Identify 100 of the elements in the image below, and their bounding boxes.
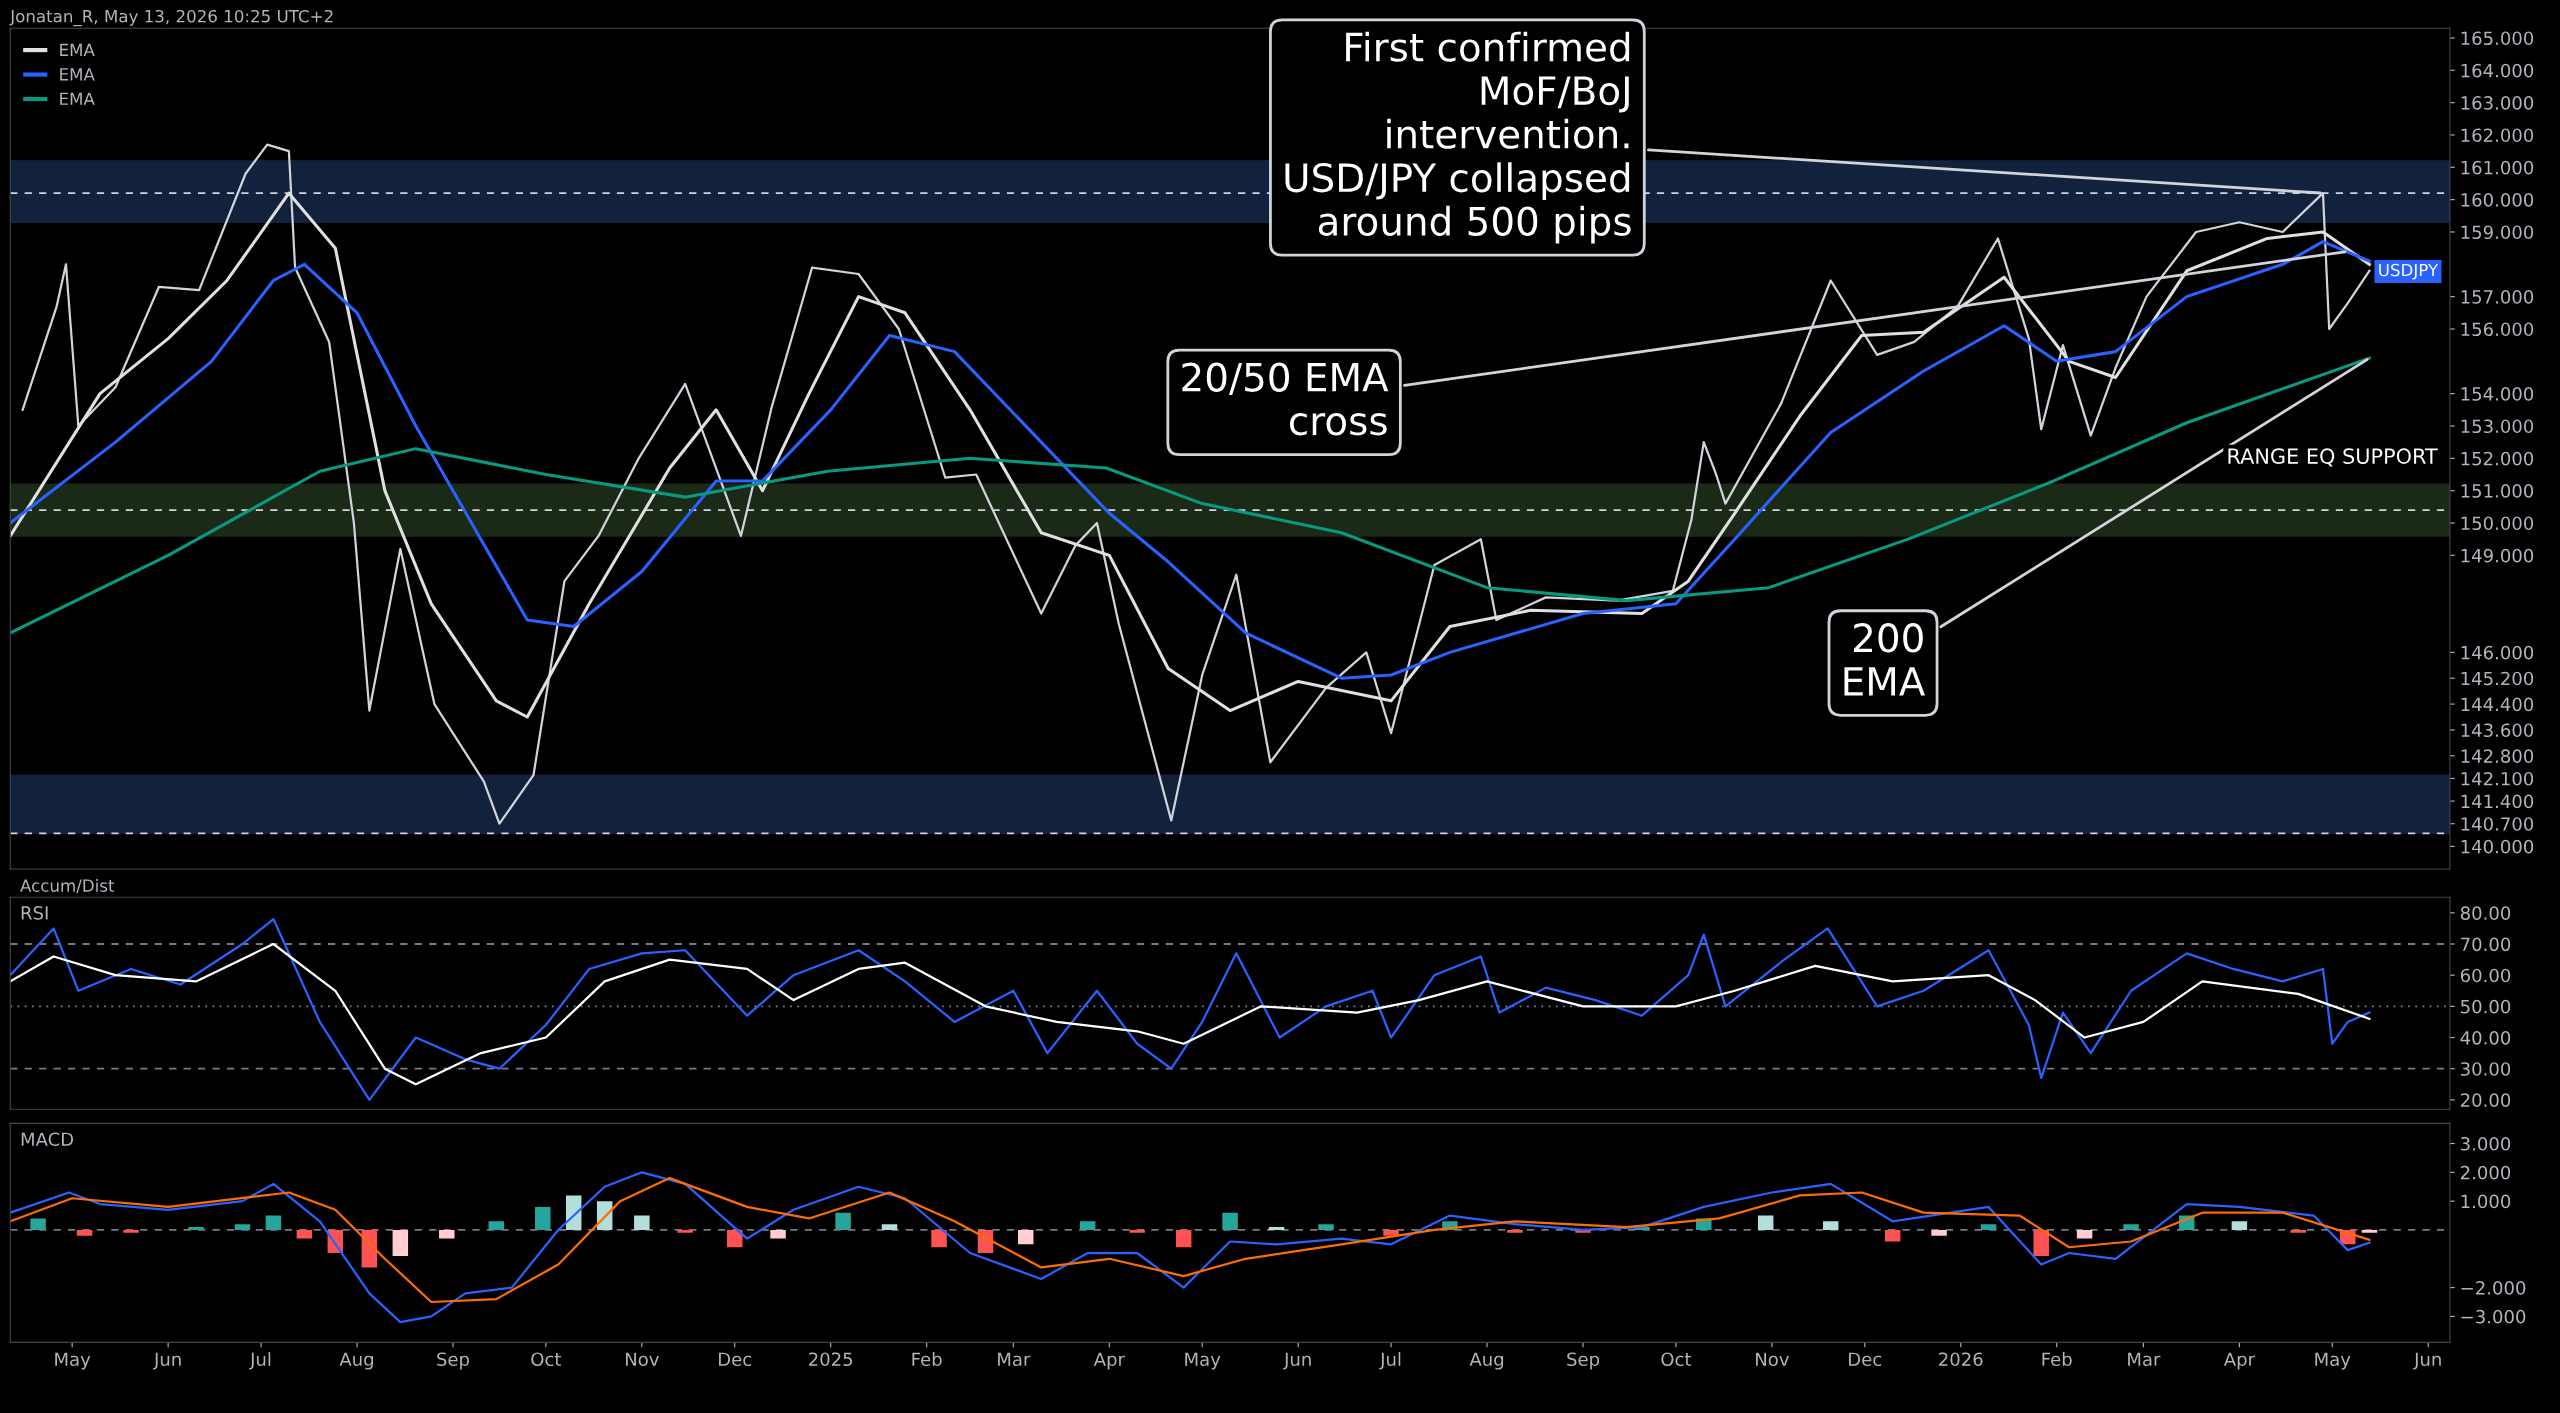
bar — [2361, 1229, 2378, 1233]
bar — [1980, 1224, 1997, 1230]
bar — [2231, 1221, 2248, 1230]
y-tick-label: 163.000 — [2461, 96, 2534, 110]
x-tick-label: Apr — [1093, 1352, 1125, 1370]
bar — [881, 1224, 898, 1230]
y-tick-label: 60.00 — [2460, 968, 2511, 983]
bar — [565, 1195, 582, 1230]
y-tick-label: 142.100 — [2461, 771, 2534, 786]
chart-title: RSI — [21, 906, 48, 920]
y-tick-label: 40.00 — [2460, 1030, 2511, 1045]
y-tick-label: 154.000 — [2461, 387, 2534, 401]
y-tick-label: 149.000 — [2461, 548, 2534, 563]
y-tick-label: 140.700 — [2461, 817, 2534, 831]
bar — [1318, 1224, 1334, 1230]
text: Jonatan_R, May 13, 2026 10:25 UTC+2 — [9, 9, 333, 27]
bar — [2033, 1229, 2049, 1256]
x-tick-label: Oct — [1661, 1352, 1692, 1367]
chart-title: MACD — [21, 1132, 74, 1147]
bar — [677, 1229, 693, 1233]
y-tick-label: 165.000 — [2461, 31, 2534, 46]
y-tick-label: 143.600 — [2461, 723, 2534, 738]
x-tick-label: Feb — [2042, 1352, 2072, 1367]
y-tick-label: 70.00 — [2461, 937, 2511, 952]
y-tick-label: 30.00 — [2461, 1062, 2511, 1076]
x-tick-label: May — [55, 1352, 91, 1370]
bar — [1884, 1229, 1901, 1242]
bar — [1268, 1227, 1285, 1230]
bar — [1129, 1229, 1145, 1233]
y-tick-label: 152.000 — [2461, 451, 2534, 466]
y-tick-label: 145.200 — [2461, 671, 2534, 686]
bar — [1931, 1229, 1947, 1236]
y-tick-label: 150.000 — [2461, 516, 2534, 531]
x-tick-label: Jun — [153, 1352, 181, 1370]
legend-label: EMA — [60, 92, 95, 105]
y-tick-label: 141.400 — [2461, 794, 2534, 809]
y-tick-label: 144.400 — [2461, 697, 2534, 712]
x-tick-label: 2026 — [1939, 1352, 1983, 1367]
y-tick-label: 20.00 — [2460, 1093, 2511, 1107]
bar — [535, 1206, 551, 1230]
line-series — [10, 942, 2371, 1086]
text: Accum/Dist — [20, 879, 115, 894]
y-tick-label: 162.000 — [2461, 128, 2534, 143]
y-tick-label: 142.800 — [2461, 749, 2534, 763]
line-series — [10, 1176, 2371, 1304]
bar — [2290, 1229, 2306, 1233]
y-tick-label: 2.000 — [2460, 1165, 2511, 1180]
x-tick-label: Apr — [2223, 1352, 2256, 1370]
bar — [2076, 1229, 2093, 1239]
x-tick-label: Dec — [1849, 1352, 1882, 1367]
y-tick-label: −3.000 — [2461, 1309, 2526, 1324]
x-tick-label: Aug — [1469, 1352, 1504, 1370]
x-tick-label: Sep — [437, 1352, 469, 1370]
bar — [1175, 1229, 1192, 1248]
y-tick-label: 80.00 — [2460, 906, 2511, 920]
x-tick-label: May — [1185, 1352, 1221, 1370]
x-tick-label: Mar — [2128, 1352, 2161, 1367]
legend-label: EMA — [60, 43, 95, 56]
y-tick-label: 50.00 — [2461, 999, 2511, 1014]
x-tick-label: Aug — [339, 1352, 373, 1370]
y-tick-label: 140.000 — [2461, 839, 2534, 854]
x-tick-label: Jun — [1283, 1352, 1311, 1370]
y-tick-label: 161.000 — [2461, 160, 2534, 175]
bar — [1822, 1221, 1839, 1230]
y-tick-label: 153.000 — [2461, 419, 2534, 434]
bar — [234, 1224, 251, 1230]
annotation: 20/50 EMA cross — [1182, 362, 1389, 436]
y-tick-label: 157.000 — [2461, 290, 2534, 304]
y-tick-label: 151.000 — [2461, 484, 2534, 498]
y-tick-label: 164.000 — [2461, 63, 2534, 78]
annotation: USDJPY — [2379, 263, 2439, 280]
annotation: First confirmed MoF/BoJ intervention. USD/JPY collapsed around 500 pips — [1285, 31, 1631, 244]
x-tick-label: Nov — [1756, 1352, 1789, 1367]
bar — [835, 1212, 851, 1230]
y-tick-label: −2.000 — [2461, 1281, 2526, 1295]
x-tick-label: Dec — [719, 1352, 752, 1367]
bar — [634, 1215, 650, 1230]
bar — [30, 1218, 46, 1230]
y-tick-label: 146.000 — [2461, 645, 2534, 660]
bar — [265, 1215, 282, 1230]
bar — [726, 1229, 743, 1248]
x-tick-label: Mar — [998, 1352, 1031, 1367]
y-tick-label: 1.000 — [2461, 1194, 2511, 1209]
x-tick-label: Sep — [1567, 1352, 1600, 1370]
line-series — [10, 1171, 2371, 1324]
bar — [392, 1229, 409, 1256]
bar — [770, 1229, 786, 1239]
x-tick-label: Jun — [2413, 1352, 2441, 1370]
bar — [1383, 1229, 1399, 1236]
bar — [2123, 1224, 2139, 1230]
x-tick-label: Feb — [912, 1352, 942, 1367]
bar — [1079, 1221, 1096, 1230]
bar — [931, 1229, 947, 1248]
x-tick-label: Nov — [625, 1352, 659, 1367]
bar — [1018, 1229, 1034, 1245]
bar — [76, 1229, 93, 1236]
bar — [188, 1227, 204, 1230]
bar — [1222, 1212, 1238, 1230]
y-tick-label: 159.000 — [2461, 225, 2534, 240]
bar — [488, 1221, 505, 1230]
